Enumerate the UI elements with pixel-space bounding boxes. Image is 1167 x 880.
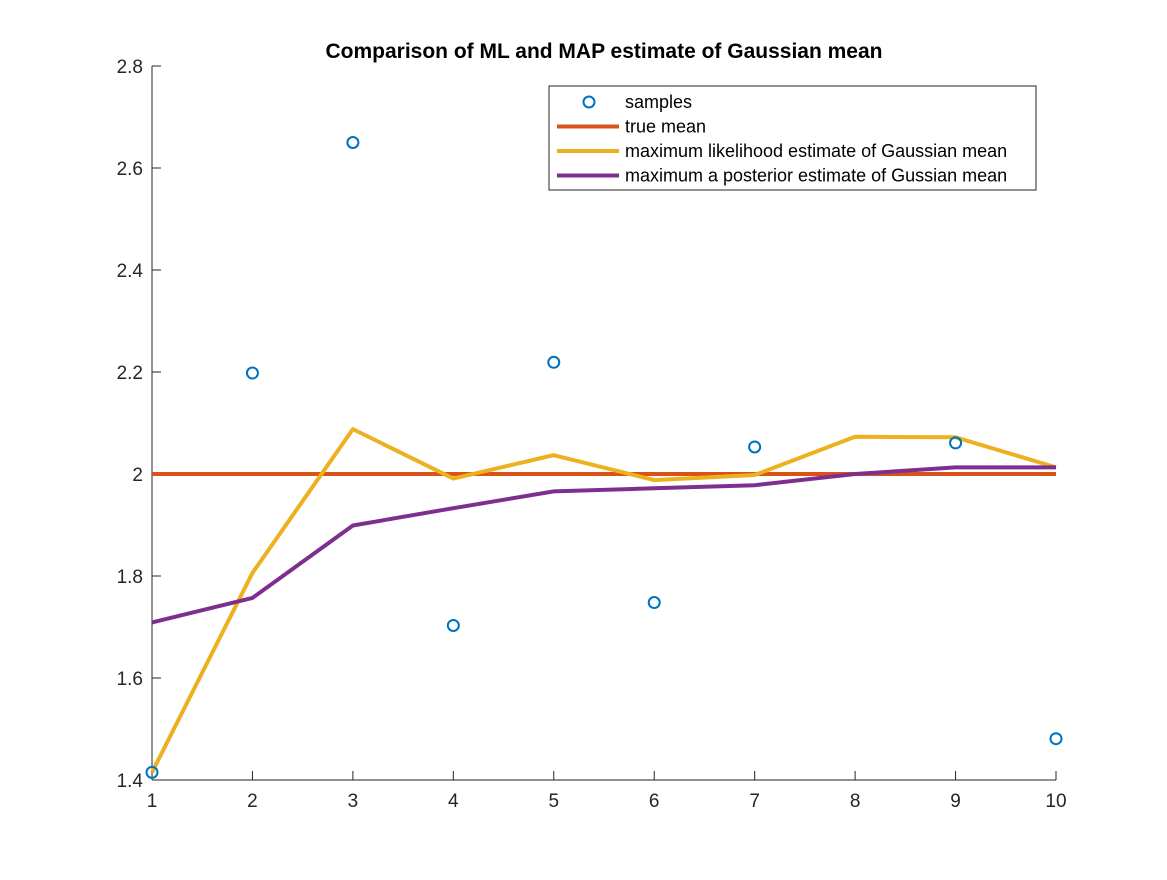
legend-label: maximum a posterior estimate of Gussian … (625, 166, 1007, 186)
y-tick-label: 1.6 (117, 669, 143, 690)
x-tick-label: 2 (247, 791, 258, 812)
plot-markers (145, 136, 1063, 779)
sample-point (446, 618, 460, 632)
legend-swatch-0 (582, 95, 596, 109)
legend-label: true mean (625, 117, 706, 137)
y-tick-label: 2.8 (117, 57, 143, 78)
chart-title: Comparison of ML and MAP estimate of Gau… (325, 40, 882, 63)
y-tick-label: 2.6 (117, 159, 143, 180)
y-tick-label: 2 (132, 465, 143, 486)
x-tick-label: 7 (749, 791, 760, 812)
x-tick-label: 5 (548, 791, 559, 812)
sample-point (748, 440, 762, 454)
sample-point (547, 355, 561, 369)
y-tick-label: 1.8 (117, 567, 143, 588)
x-tick-label: 1 (147, 791, 158, 812)
sample-point (1049, 732, 1063, 746)
x-tick-label: 10 (1045, 791, 1066, 812)
axes: 1 2 3 4 5 6 7 8 9 10 1.4 1.6 1.8 2 2.2 2.4 2.6 2.8 (117, 57, 1067, 812)
series-line-2 (150, 427, 1057, 774)
y-tick-label: 2.4 (117, 261, 144, 282)
legend: samples true mean maximum likelihood estim… (548, 85, 1037, 191)
x-tick-label: 4 (448, 791, 459, 812)
x-tick-label: 3 (348, 791, 359, 812)
series-line-3 (151, 465, 1056, 625)
legend-label: maximum likelihood estimate of Gaussian … (625, 141, 1007, 161)
sample-point (245, 366, 259, 380)
legend-label: samples (625, 92, 692, 112)
x-tick-label: 6 (649, 791, 660, 812)
y-tick-label: 2.2 (117, 363, 143, 384)
sample-point (647, 596, 661, 610)
sample-point (949, 436, 963, 450)
sample-point (346, 136, 360, 149)
x-tick-label: 9 (950, 791, 961, 812)
plot-lines (150, 427, 1057, 774)
x-tick-label: 8 (850, 791, 861, 812)
legend-box (548, 85, 1037, 191)
y-tick-label: 1.4 (117, 771, 144, 792)
sample-point (145, 765, 159, 779)
